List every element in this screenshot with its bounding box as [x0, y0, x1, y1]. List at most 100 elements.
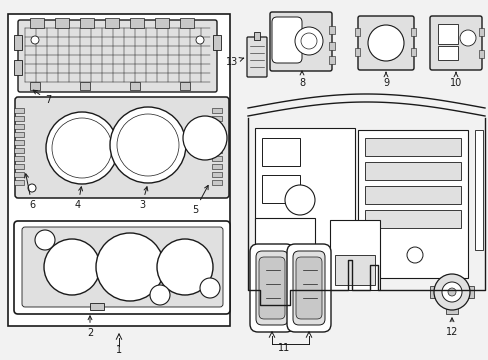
Circle shape: [441, 282, 461, 302]
Bar: [130, 18, 143, 28]
Text: 7: 7: [33, 90, 51, 105]
FancyBboxPatch shape: [429, 16, 481, 70]
Bar: [212, 172, 222, 177]
Circle shape: [447, 288, 455, 296]
Bar: [212, 140, 222, 145]
FancyBboxPatch shape: [292, 251, 325, 325]
Bar: [14, 60, 22, 75]
Circle shape: [294, 27, 323, 55]
Circle shape: [183, 116, 226, 160]
Circle shape: [196, 36, 203, 44]
Bar: [90, 303, 104, 310]
Text: 2: 2: [87, 316, 93, 338]
Bar: [14, 35, 22, 50]
Bar: [429, 286, 435, 298]
Circle shape: [285, 185, 314, 215]
Circle shape: [157, 239, 213, 295]
Circle shape: [406, 247, 422, 263]
Bar: [14, 156, 24, 161]
Circle shape: [52, 118, 112, 178]
FancyBboxPatch shape: [259, 257, 285, 319]
FancyBboxPatch shape: [295, 257, 321, 319]
FancyBboxPatch shape: [14, 221, 229, 314]
Bar: [354, 28, 359, 36]
Bar: [212, 164, 222, 169]
Bar: [180, 82, 190, 90]
Circle shape: [117, 114, 179, 176]
Text: 4: 4: [75, 187, 82, 210]
Bar: [212, 156, 222, 161]
Bar: [262, 175, 299, 203]
Bar: [437, 46, 457, 60]
Bar: [8, 14, 229, 326]
Bar: [328, 42, 334, 50]
Bar: [105, 18, 119, 28]
FancyBboxPatch shape: [256, 251, 287, 325]
Bar: [212, 180, 222, 185]
Bar: [467, 286, 473, 298]
Bar: [14, 140, 24, 145]
Circle shape: [367, 25, 403, 61]
Text: 13: 13: [225, 57, 243, 67]
Bar: [212, 148, 222, 153]
Text: 6: 6: [24, 174, 35, 210]
Bar: [55, 18, 69, 28]
Bar: [364, 186, 460, 204]
Bar: [14, 132, 24, 137]
Bar: [212, 116, 222, 121]
Circle shape: [459, 30, 475, 46]
Bar: [364, 138, 460, 156]
Bar: [478, 50, 483, 58]
Circle shape: [433, 274, 469, 310]
Bar: [254, 218, 314, 268]
Bar: [30, 18, 44, 28]
Bar: [329, 220, 379, 290]
Bar: [445, 308, 457, 314]
Text: 3: 3: [139, 187, 147, 210]
Bar: [80, 82, 90, 90]
Bar: [262, 138, 299, 166]
Circle shape: [46, 112, 118, 184]
Text: 11: 11: [277, 343, 289, 353]
Circle shape: [96, 233, 163, 301]
Bar: [212, 124, 222, 129]
Bar: [254, 128, 354, 276]
Bar: [328, 56, 334, 64]
FancyBboxPatch shape: [249, 244, 293, 332]
Bar: [410, 28, 415, 36]
Bar: [155, 18, 169, 28]
Text: 10: 10: [449, 72, 461, 88]
Bar: [212, 108, 222, 113]
Bar: [14, 116, 24, 121]
Bar: [14, 164, 24, 169]
Bar: [364, 162, 460, 180]
Bar: [478, 28, 483, 36]
FancyBboxPatch shape: [357, 16, 413, 70]
Bar: [354, 48, 359, 56]
FancyBboxPatch shape: [286, 244, 330, 332]
Bar: [130, 82, 140, 90]
Circle shape: [35, 230, 55, 250]
Bar: [357, 130, 467, 278]
Bar: [328, 26, 334, 34]
Circle shape: [150, 285, 170, 305]
Bar: [14, 108, 24, 113]
Text: 1: 1: [116, 345, 122, 355]
Circle shape: [200, 278, 220, 298]
Bar: [14, 180, 24, 185]
Circle shape: [44, 239, 100, 295]
FancyBboxPatch shape: [246, 37, 266, 77]
Text: 9: 9: [382, 72, 388, 88]
Bar: [14, 124, 24, 129]
Circle shape: [28, 184, 36, 192]
FancyBboxPatch shape: [22, 227, 223, 307]
FancyBboxPatch shape: [18, 20, 217, 92]
Bar: [364, 210, 460, 228]
Bar: [180, 18, 194, 28]
Bar: [437, 24, 457, 44]
FancyBboxPatch shape: [269, 12, 331, 71]
Bar: [80, 18, 94, 28]
Text: 8: 8: [298, 71, 305, 88]
Bar: [334, 255, 374, 285]
Bar: [213, 35, 221, 50]
